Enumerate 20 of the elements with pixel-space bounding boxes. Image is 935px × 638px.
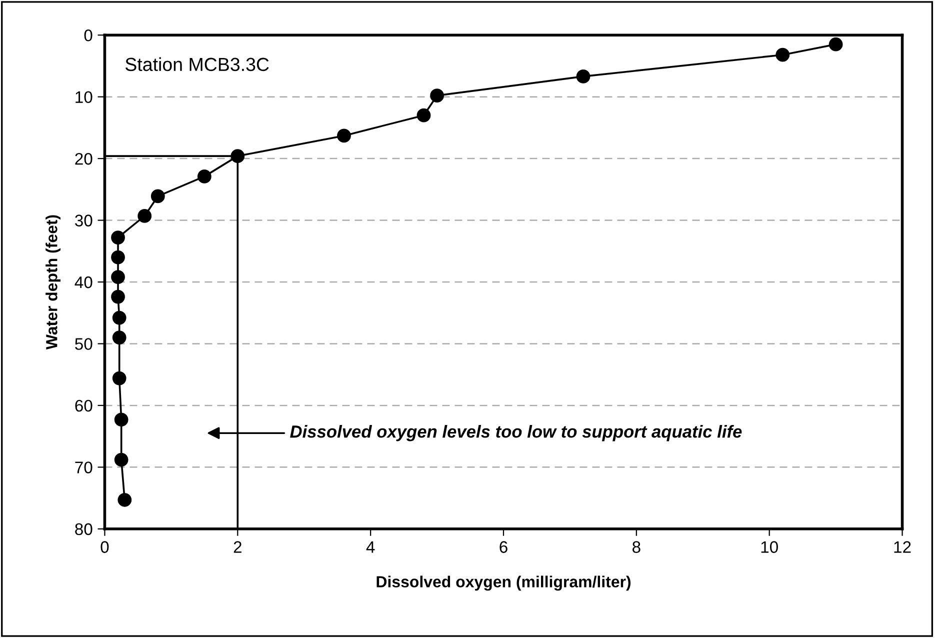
x-tick-label: 0	[100, 541, 109, 553]
annotation: Station MCB3.3C	[126, 57, 269, 72]
x-tick-label: 6	[500, 541, 508, 553]
x-tick-label: 8	[632, 541, 640, 553]
y-axis-title: Water depth (feet)	[46, 215, 60, 350]
y-tick-label: 70	[75, 462, 92, 474]
y-tick-label: 40	[74, 276, 92, 288]
y-tick-label: 20	[75, 152, 92, 165]
y-tick-label: 50	[75, 338, 92, 350]
y-tick-label: 80	[75, 523, 92, 536]
x-tick-label: 2	[234, 541, 242, 553]
x-tick-label: 10	[761, 541, 778, 553]
y-tick-label: 30	[75, 214, 92, 226]
y-tick-label: 0	[84, 29, 92, 42]
y-tick-label: 10	[76, 91, 92, 104]
annotation: Dissolved oxygen levels too low to support aquatic life	[290, 425, 742, 442]
x-tick-label: 12	[894, 541, 911, 553]
y-tick-label: 60	[75, 400, 92, 412]
x-axis-title: Dissolved oxygen (milligram/liter)	[376, 576, 631, 591]
x-tick-label: 4	[366, 541, 375, 553]
